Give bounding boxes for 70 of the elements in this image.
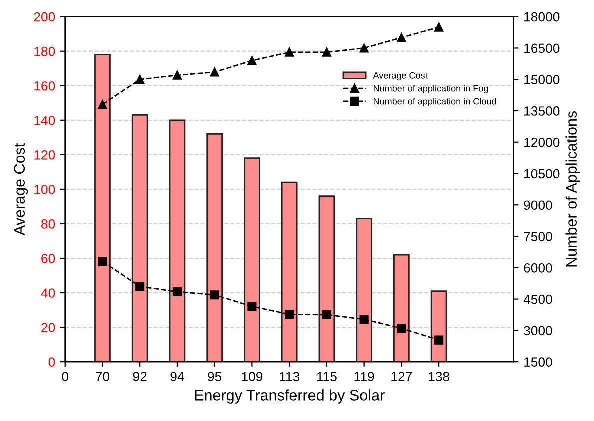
x-tick-label: 92 <box>133 372 147 382</box>
y-tick-label: 60 <box>42 254 56 264</box>
y-tick-label: 40 <box>41 288 56 298</box>
x-tick-label: 115 <box>317 372 337 382</box>
point <box>98 257 108 266</box>
point <box>248 302 257 312</box>
bar <box>169 120 186 362</box>
x-tick-label: 95 <box>208 372 222 382</box>
y2-tick-label: 6000 <box>524 263 552 273</box>
y2-tick-label: 9000 <box>524 200 552 210</box>
legend-label: Number of application in Cloud <box>374 98 496 106</box>
y-tick-label: 140 <box>34 116 56 126</box>
bar <box>394 254 410 362</box>
point <box>210 68 220 77</box>
y2-tick-label: 7500 <box>524 232 552 242</box>
x-tick-label: 94 <box>170 372 184 382</box>
bar <box>430 290 448 362</box>
legend-label: Average Cost <box>373 72 428 81</box>
y-tick-label: 120 <box>34 150 56 160</box>
y-tick-label: 80 <box>42 220 56 229</box>
bar <box>281 182 298 362</box>
x-tick-label: 0 <box>62 372 68 382</box>
bar <box>132 114 148 362</box>
y2-tick-label: 3000 <box>524 326 552 336</box>
y2-tick-label: 4500 <box>524 294 552 304</box>
bar <box>206 134 223 362</box>
point <box>322 48 332 57</box>
y2-tick-label: 12000 <box>524 138 560 148</box>
x-tick-label: 119 <box>354 372 374 382</box>
point <box>285 310 294 320</box>
point <box>98 100 108 110</box>
point <box>434 336 444 345</box>
bar <box>94 54 111 362</box>
y-tick-label: 200 <box>34 12 56 22</box>
x-tick-label: 127 <box>392 372 412 382</box>
y2-tick-label: 1500 <box>524 358 552 367</box>
x-tick-label: 113 <box>280 372 300 382</box>
point <box>397 324 406 334</box>
point <box>172 70 182 80</box>
y-tick-label: 20 <box>42 323 56 332</box>
point <box>172 287 182 296</box>
point <box>248 56 257 66</box>
x-axis-title: Energy Transferred by Solar <box>195 390 385 404</box>
x-tick-label: 70 <box>96 372 110 382</box>
y-axis-title: Average Cost <box>14 143 28 236</box>
y2-tick-label: 18000 <box>524 12 560 22</box>
y-tick-label: 100 <box>34 185 56 194</box>
y2-tick-label: 13500 <box>524 106 560 116</box>
y2-tick-label: 10500 <box>524 169 560 179</box>
point <box>136 282 145 292</box>
point <box>360 315 369 324</box>
y2-tick-label: 15000 <box>524 75 560 85</box>
bar <box>244 158 260 362</box>
point <box>397 33 406 42</box>
x-tick-label: 109 <box>242 372 263 382</box>
bar <box>356 218 372 362</box>
point <box>285 48 294 57</box>
y2-tick-label: 16500 <box>524 44 560 54</box>
x-tick-label: 138 <box>429 372 450 382</box>
y2-axis-title: Number of Applications <box>566 111 580 267</box>
point <box>434 22 444 32</box>
point <box>136 75 145 84</box>
point <box>210 290 220 300</box>
point <box>360 44 369 53</box>
bar <box>318 196 336 362</box>
y-tick-label: 0 <box>48 358 56 367</box>
y-tick-label: 180 <box>34 46 56 56</box>
y-tick-label: 160 <box>34 81 56 91</box>
point <box>322 310 332 320</box>
legend-label: Number of application in Fog <box>374 85 488 94</box>
